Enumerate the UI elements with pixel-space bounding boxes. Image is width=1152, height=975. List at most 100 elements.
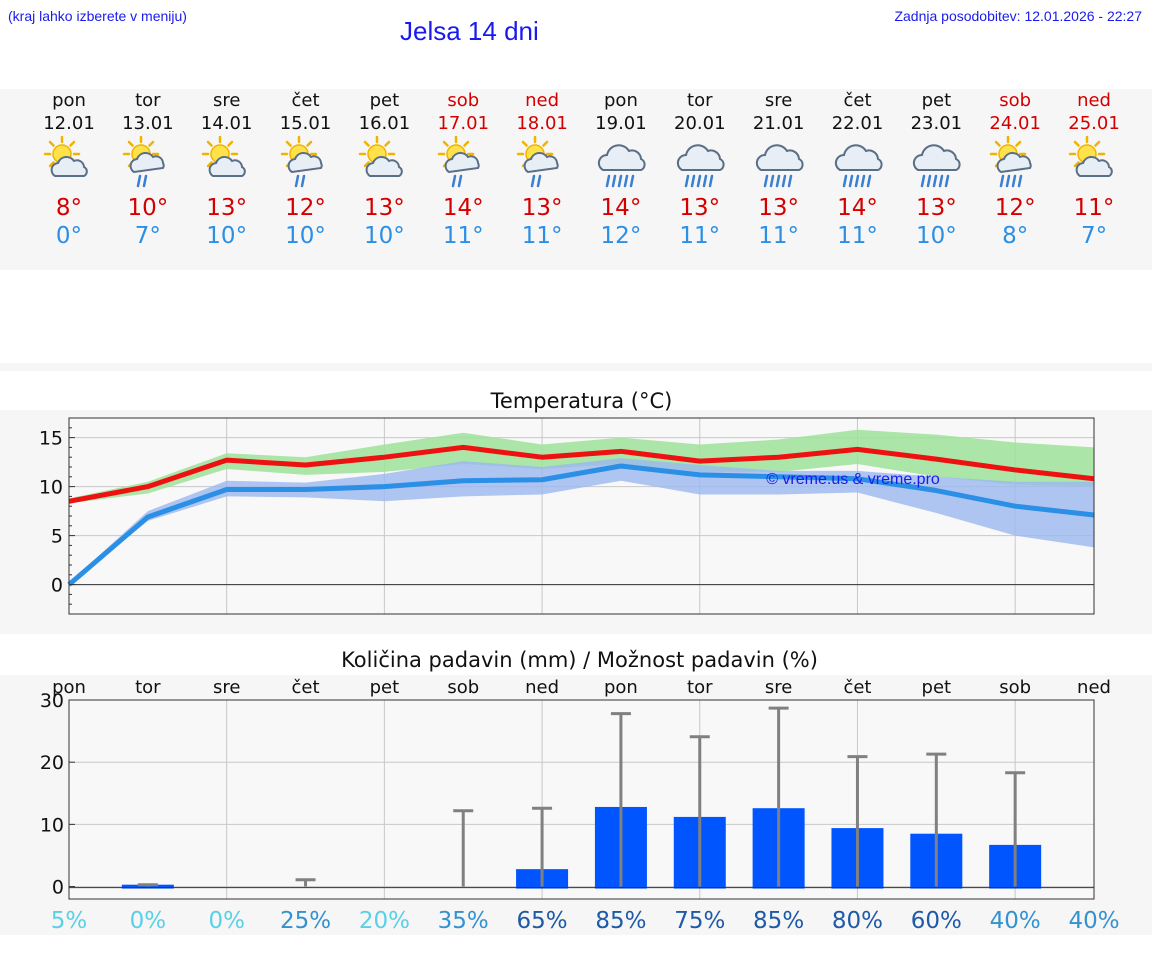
cloud-heavy-rain-icon bbox=[597, 144, 646, 188]
location-hint: (kraj lahko izberete v meniju) bbox=[8, 8, 187, 24]
separator-band bbox=[0, 363, 1152, 371]
precip-day-label: ned bbox=[1077, 677, 1111, 698]
day-name: pet bbox=[369, 90, 400, 111]
precip-day-label: tor bbox=[687, 677, 713, 698]
min-temperature: 11° bbox=[679, 223, 721, 249]
precip-day-label: čet bbox=[292, 677, 320, 698]
day-column: pon 12.01 8° 0° bbox=[29, 89, 109, 250]
day-column: čet 15.01 12° 10° bbox=[266, 89, 346, 250]
precip-probability: 65% bbox=[517, 908, 568, 934]
min-temperature: 11° bbox=[837, 223, 878, 249]
day-column: tor 13.01 10° 7° bbox=[108, 89, 188, 250]
day-column: čet 22.01 14° 11° bbox=[818, 89, 898, 250]
max-temperature-band bbox=[69, 429, 1094, 504]
day-date: 19.01 bbox=[595, 113, 647, 134]
precip-probability: 35% bbox=[438, 908, 489, 934]
day-column: ned 25.01 11° 7° bbox=[1054, 89, 1134, 250]
watermark: © vreme.us & vreme.pro bbox=[766, 471, 940, 488]
sun-cloud-rain-icon bbox=[516, 136, 559, 188]
day-column: pet 16.01 13° 10° bbox=[344, 89, 424, 250]
precip-probability: 60% bbox=[911, 908, 962, 934]
day-name: sob bbox=[447, 90, 480, 111]
min-temperature: 10° bbox=[206, 223, 248, 249]
sun-cloud-rain-icon bbox=[438, 136, 480, 188]
day-name: sre bbox=[764, 90, 793, 111]
min-temperature: 10° bbox=[915, 223, 957, 249]
day-name: pet bbox=[921, 90, 952, 111]
daily-forecast-strip: pon 12.01 8° 0° tor 13.01 10° 7° sre 14.01 13° 10° č… bbox=[0, 89, 1152, 270]
precip-probability: 75% bbox=[674, 908, 725, 934]
day-column: sob 24.01 12° 8° bbox=[975, 89, 1055, 250]
precip-day-label: sre bbox=[765, 677, 792, 698]
day-date: 20.01 bbox=[674, 113, 726, 134]
max-temperature: 13° bbox=[915, 195, 957, 221]
day-name: sre bbox=[212, 90, 241, 111]
precip-day-label: pon bbox=[52, 677, 86, 698]
precip-day-label: čet bbox=[843, 677, 871, 698]
sun-cloud-heavy-rain-icon bbox=[989, 136, 1032, 188]
min-temperature: 7° bbox=[1080, 223, 1108, 249]
day-name: ned bbox=[525, 90, 560, 111]
sun-cloud-rain-icon bbox=[280, 136, 323, 188]
precip-probability: 0% bbox=[130, 908, 167, 934]
day-name: pon bbox=[604, 90, 638, 111]
max-temperature: 12° bbox=[994, 195, 1036, 221]
precip-y-tick-label: 0 bbox=[52, 877, 64, 899]
day-date: 17.01 bbox=[437, 113, 490, 134]
day-name: ned bbox=[1077, 90, 1111, 111]
max-temperature: 10° bbox=[127, 195, 169, 221]
max-temperature: 13° bbox=[206, 195, 248, 221]
temperature-y-tick-label: 15 bbox=[39, 428, 63, 450]
precip-day-label: sob bbox=[999, 677, 1031, 698]
precip-day-label: sre bbox=[213, 677, 240, 698]
sun-cloud-rain-icon bbox=[122, 136, 165, 188]
day-name: pon bbox=[52, 90, 86, 111]
day-date: 24.01 bbox=[989, 113, 1041, 134]
precip-day-label: sob bbox=[447, 677, 479, 698]
day-date: 25.01 bbox=[1068, 113, 1120, 134]
precip-day-label: pet bbox=[370, 677, 400, 698]
cloud-heavy-rain-icon bbox=[834, 144, 883, 188]
day-column: pet 23.01 13° 10° bbox=[896, 89, 976, 250]
max-temperature: 12° bbox=[285, 195, 326, 221]
precip-day-label: ned bbox=[525, 677, 559, 698]
min-temperature: 10° bbox=[285, 223, 326, 249]
sun-cloud-icon bbox=[1068, 136, 1113, 177]
precip-probability: 40% bbox=[1068, 908, 1119, 934]
precip-probability: 85% bbox=[753, 908, 804, 934]
day-column: ned 18.01 13° 11° bbox=[502, 89, 582, 250]
day-date: 12.01 bbox=[43, 113, 95, 134]
min-temperature: 11° bbox=[521, 223, 563, 249]
temperature-chart-title: Temperatura (°C) bbox=[490, 389, 673, 413]
day-date: 22.01 bbox=[831, 113, 884, 134]
day-date: 21.01 bbox=[752, 113, 805, 134]
max-temperature: 11° bbox=[1073, 195, 1115, 221]
day-name: čet bbox=[291, 90, 320, 111]
min-temperature: 11° bbox=[758, 223, 800, 249]
day-date: 14.01 bbox=[200, 113, 253, 134]
precip-probability: 0% bbox=[208, 908, 245, 934]
day-column: sre 14.01 13° 10° bbox=[187, 89, 267, 250]
cloud-heavy-rain-icon bbox=[676, 144, 725, 188]
day-column: sob 17.01 14° 11° bbox=[423, 89, 503, 250]
max-temperature: 14° bbox=[442, 195, 484, 221]
precip-probability: 20% bbox=[359, 908, 410, 934]
precipitation-plot-frame bbox=[68, 699, 1095, 900]
cloud-heavy-rain-icon bbox=[913, 144, 961, 188]
temperature-y-tick-label: 10 bbox=[39, 477, 63, 499]
day-name: sob bbox=[999, 90, 1032, 111]
precip-y-tick-label: 30 bbox=[40, 690, 64, 712]
min-temperature: 8° bbox=[1002, 223, 1029, 249]
max-temperature: 14° bbox=[837, 195, 878, 221]
max-temperature: 14° bbox=[600, 195, 642, 221]
precip-probability: 80% bbox=[832, 908, 883, 934]
precip-probability: 40% bbox=[990, 908, 1041, 934]
sun-cloud-icon bbox=[359, 136, 404, 177]
precip-y-tick-label: 20 bbox=[40, 752, 64, 774]
last-updated: Zadnja posodobitev: 12.01.2026 - 22:27 bbox=[894, 8, 1142, 24]
sun-cloud-icon bbox=[43, 136, 88, 177]
page-title: Jelsa 14 dni bbox=[400, 16, 539, 46]
day-date: 16.01 bbox=[358, 113, 411, 134]
day-date: 18.01 bbox=[516, 113, 568, 134]
precipitation-chart-title: Količina padavin (mm) / Možnost padavin … bbox=[341, 648, 818, 672]
